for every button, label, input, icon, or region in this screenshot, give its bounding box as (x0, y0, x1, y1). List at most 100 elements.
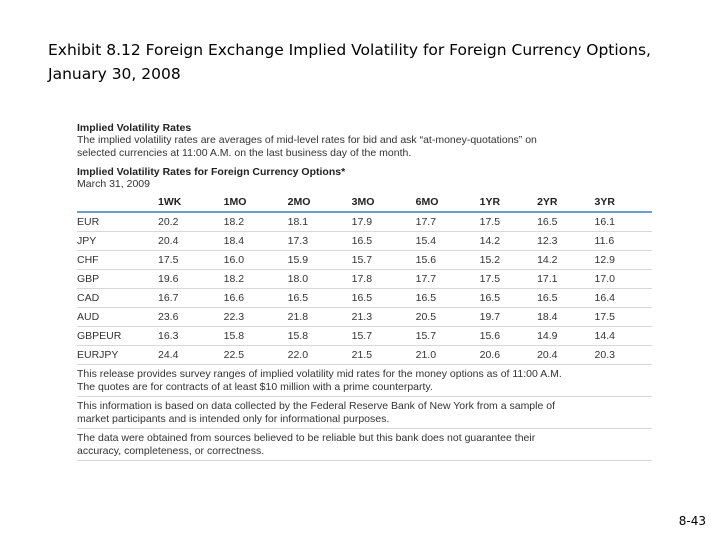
column-header: 1YR (479, 194, 538, 213)
cell: 16.6 (223, 288, 288, 308)
exhibit: Implied Volatility Rates The implied vol… (77, 122, 652, 461)
note-box: This release provides survey ranges of i… (77, 365, 652, 397)
cell: 21.5 (351, 345, 416, 365)
cell: 16.4 (594, 288, 652, 308)
cell: 21.8 (287, 307, 352, 327)
cell: 17.7 (415, 212, 480, 232)
cell: 24.4 (158, 345, 224, 365)
cell: 14.4 (594, 326, 652, 346)
cell: 18.2 (223, 212, 288, 232)
cell: 18.2 (223, 269, 288, 289)
row-label: GBPEUR (77, 326, 158, 346)
column-header: 1WK (158, 194, 224, 213)
cell: 16.7 (158, 288, 224, 308)
cell: 16.5 (537, 288, 595, 308)
note: This release provides survey ranges of i… (77, 368, 562, 393)
cell: 15.7 (351, 250, 416, 270)
note: This information is based on data collec… (77, 400, 555, 425)
cell: 15.7 (351, 326, 416, 346)
row-label: CAD (77, 288, 158, 308)
cell: 17.9 (351, 212, 416, 232)
table-row: AUD 23.6 22.3 21.8 21.3 20.5 19.7 18.4 17.5 (77, 307, 652, 327)
cell: 19.7 (479, 307, 538, 327)
header-row: 1WK 1MO 2MO 3MO 6MO 1YR 2YR 3YR (77, 194, 652, 213)
cell: 17.8 (351, 269, 416, 289)
heading: Implied Volatility Rates (77, 122, 192, 134)
column-header: 6MO (415, 194, 480, 213)
cell: 20.2 (158, 212, 224, 232)
cell: 16.5 (479, 288, 538, 308)
cell: 16.5 (351, 231, 416, 251)
cell: 20.4 (537, 345, 595, 365)
cell: 15.8 (287, 326, 352, 346)
subheading: Implied Volatility Rates for Foreign Cur… (77, 166, 346, 178)
cell: 17.5 (594, 307, 652, 327)
cell: 23.6 (158, 307, 224, 327)
row-label: AUD (77, 307, 158, 327)
table-row: GBPEUR 16.3 15.8 15.8 15.7 15.7 15.6 14.9 14.4 (77, 326, 652, 346)
table-body: EUR 20.2 18.2 18.1 17.9 17.7 17.5 16.5 16.1 JPY 20… (77, 212, 652, 365)
cell: 18.4 (223, 231, 288, 251)
note-box: The data were obtained from sources beli… (77, 429, 652, 461)
note-box: This information is based on data collec… (77, 397, 652, 429)
cell: 14.2 (537, 250, 595, 270)
cell: 15.6 (415, 250, 480, 270)
description: The implied volatility rates are average… (77, 134, 537, 159)
cell: 17.7 (415, 269, 480, 289)
cell: 19.6 (158, 269, 224, 289)
cell: 16.1 (594, 212, 652, 232)
cell: 18.1 (287, 212, 352, 232)
cell: 17.5 (158, 250, 224, 270)
cell: 15.4 (415, 231, 480, 251)
title: Exhibit 8.12 Foreign Exchange Implied Vo… (48, 38, 651, 86)
note: The data were obtained from sources beli… (77, 432, 536, 457)
column-header: 1MO (223, 194, 288, 213)
cell: 22.3 (223, 307, 288, 327)
cell: 16.3 (158, 326, 224, 346)
cell: 22.0 (287, 345, 352, 365)
cell: 20.6 (479, 345, 538, 365)
cell: 16.5 (351, 288, 416, 308)
cell: 11.6 (594, 231, 652, 251)
cell: 21.0 (415, 345, 480, 365)
cell: 17.3 (287, 231, 352, 251)
cell: 17.5 (479, 212, 538, 232)
cell: 20.5 (415, 307, 480, 327)
title-line: January 30, 2008 (48, 65, 181, 83)
cell: 16.5 (287, 288, 352, 308)
cell: 15.9 (287, 250, 352, 270)
date: March 31, 2009 (77, 178, 150, 190)
cell: 17.0 (594, 269, 652, 289)
cell: 20.4 (158, 231, 224, 251)
cell: 22.5 (223, 345, 288, 365)
corner (77, 194, 158, 213)
row-label: CHF (77, 250, 158, 270)
cell: 20.3 (594, 345, 652, 365)
cell: 18.0 (287, 269, 352, 289)
table-row: CAD 16.7 16.6 16.5 16.5 16.5 16.5 16.5 16.4 (77, 288, 652, 308)
cell: 14.2 (479, 231, 538, 251)
row-label: GBP (77, 269, 158, 289)
table-row: EUR 20.2 18.2 18.1 17.9 17.7 17.5 16.5 16.1 (77, 212, 652, 232)
cell: 17.5 (479, 269, 538, 289)
table-row: EURJPY 24.4 22.5 22.0 21.5 21.0 20.6 20.4 20.3 (77, 345, 652, 365)
cell: 16.0 (223, 250, 288, 270)
table-row: JPY 20.4 18.4 17.3 16.5 15.4 14.2 12.3 11.6 (77, 231, 652, 251)
table-row: GBP 19.6 18.2 18.0 17.8 17.7 17.5 17.1 17.0 (77, 269, 652, 289)
cell: 21.3 (351, 307, 416, 327)
column-header: 3MO (351, 194, 416, 213)
table: 1WK 1MO 2MO 3MO 6MO 1YR 2YR 3YR EUR 20.2 18.2 18.1… (77, 194, 652, 365)
cell: 15.8 (223, 326, 288, 346)
cell: 15.6 (479, 326, 538, 346)
column-header: 2YR (537, 194, 595, 213)
table-row: CHF 17.5 16.0 15.9 15.7 15.6 15.2 14.2 12.9 (77, 250, 652, 270)
row-label: EURJPY (77, 345, 158, 365)
cell: 16.5 (537, 212, 595, 232)
page-number: 8-43 (678, 514, 706, 528)
cell: 15.2 (479, 250, 538, 270)
notes: This release provides survey ranges of i… (77, 365, 652, 461)
cell: 12.3 (537, 231, 595, 251)
column-header: 3YR (594, 194, 652, 213)
row-label: EUR (77, 212, 158, 232)
